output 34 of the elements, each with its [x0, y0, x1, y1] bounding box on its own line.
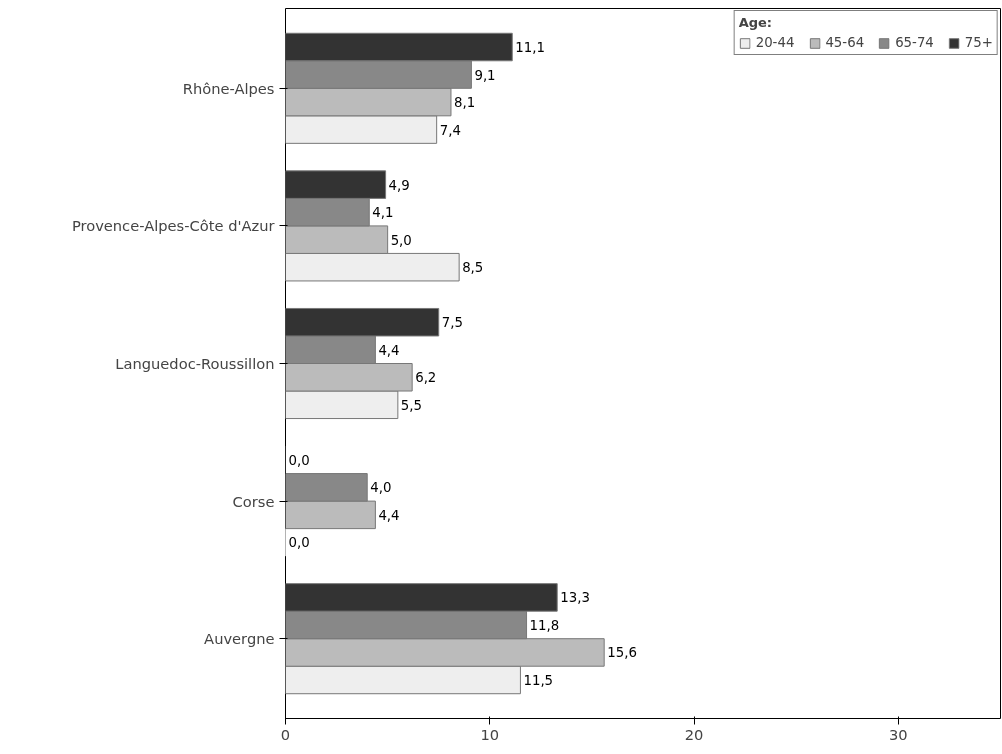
data-label: 0,0 — [288, 452, 310, 468]
legend-label: 75+ — [964, 35, 993, 50]
legend-label: 65-74 — [895, 35, 934, 50]
legend-label: 45-64 — [825, 35, 865, 50]
data-label: 8,1 — [453, 95, 476, 111]
data-label: 7,5 — [441, 315, 463, 331]
y-tick-label: Auvergne — [204, 630, 275, 648]
data-label: 13,3 — [560, 590, 590, 606]
data-label: 5,5 — [400, 397, 423, 413]
data-label: 8,5 — [462, 260, 484, 276]
y-tick-label: Languedoc-Roussillon — [115, 355, 275, 372]
legend-title: Age: — [738, 15, 774, 30]
data-label: 4,1 — [372, 205, 394, 221]
x-tick-label: 0 — [280, 725, 291, 743]
x-tick-label: 30 — [889, 725, 908, 743]
x-tick-label: 20 — [684, 725, 704, 743]
data-label: 15,6 — [607, 645, 637, 661]
y-tick-label: Provence-Alpes-Côte d'Azur — [71, 217, 276, 235]
y-tick-label: Corse — [232, 492, 275, 510]
data-label: 4,4 — [378, 342, 400, 358]
data-label: 4,0 — [370, 480, 392, 496]
y-tick-label: Rhône-Alpes — [182, 79, 275, 97]
data-label: 11,5 — [523, 672, 554, 688]
data-label: 4,4 — [378, 507, 400, 523]
data-label: 0,0 — [288, 535, 310, 551]
x-tick-label: 10 — [480, 725, 500, 743]
data-label: 7,4 — [439, 122, 461, 138]
data-label: 9,1 — [474, 67, 496, 83]
data-label: 6,2 — [415, 370, 437, 386]
data-label: 5,0 — [390, 232, 412, 248]
data-label: 4,9 — [388, 177, 410, 193]
data-label: 11,8 — [529, 617, 560, 633]
legend-label: 20-44 — [755, 35, 795, 50]
data-label: 11,1 — [515, 40, 545, 56]
